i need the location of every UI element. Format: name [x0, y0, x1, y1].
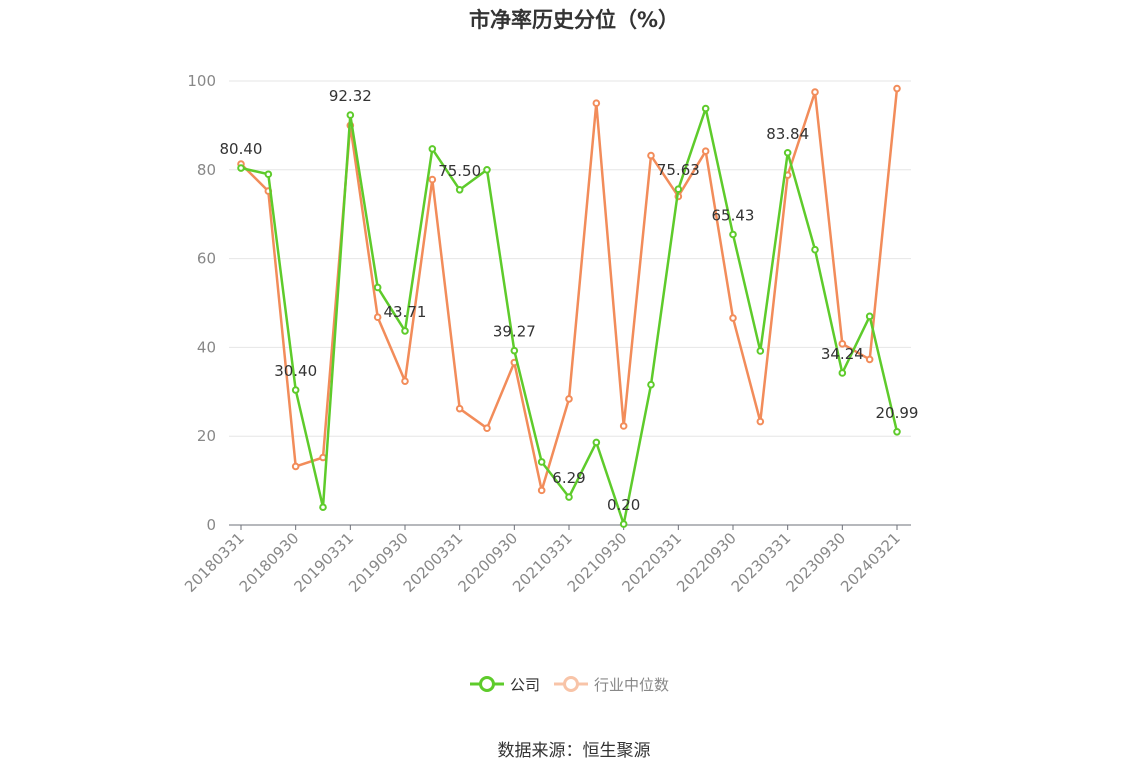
data-point [729, 230, 737, 239]
data-point [428, 175, 437, 184]
data-point [865, 312, 874, 321]
y-tick-label: 100 [187, 72, 216, 90]
data-label: 20.99 [876, 404, 919, 422]
data-label: 39.27 [493, 323, 536, 341]
data-point [237, 164, 245, 172]
data-label: 65.43 [712, 206, 755, 224]
data-point [537, 486, 546, 495]
data-point [291, 462, 300, 471]
data-point [373, 283, 382, 292]
legend-item-industry-median[interactable]: 行业中位数 [554, 674, 669, 695]
data-label: 83.84 [766, 125, 809, 143]
data-point [401, 377, 409, 385]
data-point [783, 148, 792, 157]
data-label: 0.20 [607, 496, 640, 514]
y-tick-label: 60 [197, 250, 216, 268]
data-point [619, 520, 628, 528]
data-label: 75.50 [438, 162, 481, 180]
data-point [373, 313, 382, 322]
series-line [240, 107, 899, 526]
data-point [346, 111, 355, 119]
data-point [729, 314, 737, 322]
data-point [319, 503, 327, 512]
data-point [565, 395, 573, 403]
y-tick-label: 80 [197, 161, 216, 179]
y-tick-label: 40 [197, 338, 216, 356]
x-tick-label: 20240321 [837, 529, 904, 596]
data-point [401, 327, 409, 335]
data-point [319, 453, 327, 462]
data-label: 30.40 [274, 362, 317, 380]
legend-label-industry-median: 行业中位数 [594, 675, 670, 694]
legend-item-company[interactable]: 公司 [470, 674, 540, 695]
legend-marker-company [470, 676, 504, 692]
data-point [455, 404, 464, 413]
data-point [619, 422, 628, 430]
data-point [264, 170, 273, 179]
data-point [893, 84, 901, 93]
data-point [537, 458, 546, 466]
y-tick-label: 20 [197, 427, 216, 445]
data-label: 6.29 [552, 469, 585, 487]
data-point [701, 104, 710, 113]
data-point [811, 88, 819, 96]
data-point [592, 99, 601, 107]
data-point [291, 386, 300, 394]
data-point [647, 151, 655, 160]
legend-marker-industry-median [554, 676, 589, 692]
legend: 公司 行业中位数 [470, 672, 683, 696]
data-point [565, 493, 573, 501]
data-point [865, 355, 874, 364]
data-point [428, 145, 437, 153]
data-point [455, 185, 464, 194]
data-point [756, 417, 765, 426]
data-point [592, 438, 601, 447]
data-label: 43.71 [384, 303, 427, 321]
data-point [510, 346, 519, 355]
data-point [756, 347, 765, 355]
data-point [838, 369, 847, 377]
data-point [483, 424, 491, 433]
chart-title: 市净率历史分位（%） [468, 8, 680, 32]
data-label: 34.24 [821, 345, 864, 363]
data-label: 92.32 [329, 87, 372, 105]
data-label: 80.40 [220, 140, 263, 158]
data-point [674, 185, 683, 194]
data-source: 数据来源：恒生聚源 [497, 741, 651, 761]
data-point [647, 380, 655, 389]
data-label: 75.63 [657, 161, 700, 179]
legend-label-company: 公司 [510, 675, 541, 694]
data-point [893, 428, 901, 436]
data-point [701, 147, 710, 155]
data-point [838, 340, 847, 348]
data-point [811, 245, 819, 254]
data-point [483, 166, 491, 174]
y-tick-label: 0 [206, 516, 216, 534]
